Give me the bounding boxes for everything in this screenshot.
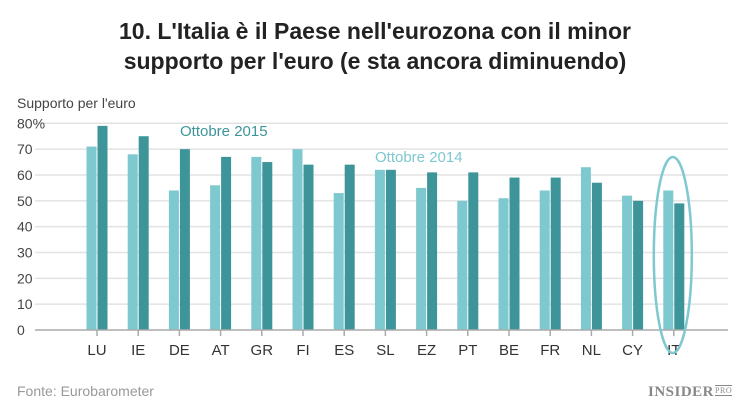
x-tick-label: EZ — [417, 342, 436, 359]
bar-SL-2014 — [374, 169, 385, 330]
bar-SL-2015 — [385, 169, 396, 330]
bar-BE-2015 — [509, 177, 520, 330]
bar-PT-2014 — [457, 200, 468, 330]
chart-title: 10. L'Italia è il Paese nell'eurozona co… — [0, 16, 750, 76]
bar-FR-2014 — [539, 190, 550, 330]
bar-PT-2015 — [468, 172, 479, 330]
y-tick-label: 50 — [17, 193, 33, 209]
x-tick-label: FR — [540, 342, 560, 359]
bar-CY-2014 — [622, 195, 633, 330]
insider-pro-logo: INSIDERPRO — [648, 384, 733, 400]
bar-EZ-2014 — [416, 187, 427, 330]
x-tick-label: PT — [458, 342, 477, 359]
x-tick-label: BE — [499, 342, 519, 359]
bar-IT-2015 — [674, 203, 685, 330]
title-line-2: supporto per l'euro (e sta ancora diminu… — [123, 48, 627, 74]
bar-IE-2015 — [138, 136, 149, 330]
title-line-1: 10. L'Italia è il Paese nell'eurozona co… — [119, 18, 631, 44]
bar-FI-2015 — [303, 164, 314, 330]
x-tick-label: GR — [251, 342, 274, 359]
x-tick-label: AT — [212, 342, 230, 359]
legend-label-2015: Ottobre 2015 — [180, 123, 268, 140]
bar-BE-2014 — [498, 198, 509, 330]
x-tick-label: NL — [582, 342, 601, 359]
bar-ES-2014 — [333, 193, 344, 330]
x-tick-label: IE — [131, 342, 145, 359]
bar-ES-2015 — [344, 164, 355, 330]
y-axis-label: Supporto per l'euro — [17, 95, 136, 111]
bar-IE-2014 — [127, 154, 138, 330]
bar-LU-2014 — [86, 146, 97, 330]
x-tick-label: SL — [376, 342, 394, 359]
y-tick-label: 10 — [17, 296, 33, 312]
legend-label-2014: Ottobre 2014 — [375, 149, 463, 166]
y-tick-label: 30 — [17, 244, 33, 260]
bar-FI-2014 — [292, 149, 303, 330]
y-tick-label: 60 — [17, 167, 33, 183]
y-tick-label: 80% — [17, 115, 45, 131]
bar-NL-2014 — [580, 167, 591, 330]
bar-CY-2015 — [633, 200, 644, 330]
x-tick-label: FI — [296, 342, 309, 359]
y-tick-label: 70 — [17, 141, 33, 157]
x-tick-label: LU — [87, 342, 106, 359]
bar-AT-2014 — [210, 185, 221, 330]
bar-NL-2015 — [591, 182, 602, 330]
x-tick-label: DE — [169, 342, 190, 359]
x-tick-label: IT — [667, 342, 680, 359]
bar-LU-2015 — [97, 125, 108, 330]
x-tick-label: ES — [334, 342, 354, 359]
bar-DE-2014 — [168, 190, 179, 330]
y-tick-label: 0 — [17, 322, 25, 338]
y-tick-label: 20 — [17, 270, 33, 286]
highlight-ellipse — [652, 155, 694, 355]
bar-AT-2015 — [221, 156, 232, 330]
bar-GR-2014 — [251, 156, 262, 330]
x-tick-label: CY — [622, 342, 643, 359]
y-tick-label: 40 — [17, 219, 33, 235]
bar-IT-2014 — [663, 190, 674, 330]
bar-GR-2015 — [262, 162, 273, 330]
bar-DE-2015 — [179, 149, 190, 330]
source-note: Fonte: Eurobarometer — [17, 383, 154, 399]
bar-FR-2015 — [550, 177, 561, 330]
bar-EZ-2015 — [427, 172, 438, 330]
